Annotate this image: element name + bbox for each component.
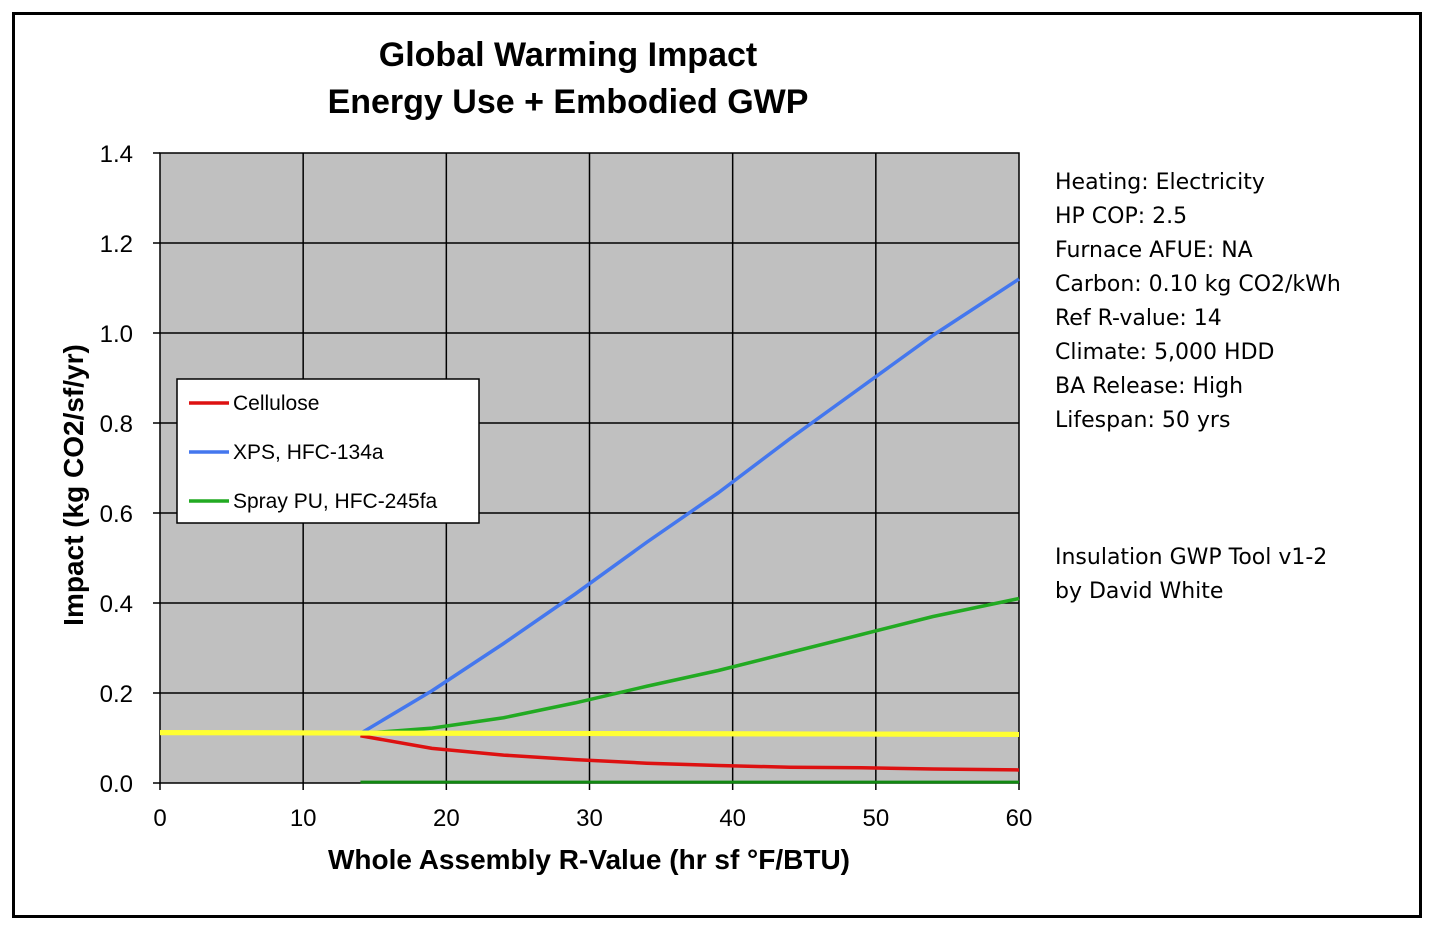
y-tick-label: 1.2	[100, 231, 133, 258]
parameter-note: Lifespan: 50 yrs	[1055, 408, 1231, 433]
x-tick-label: 60	[1006, 805, 1033, 832]
x-tick-label: 10	[290, 805, 317, 832]
tick-labels: 0 10 20 30 40 50 60 0.0 0.2 0.4 0.6 0.8 1.0 1.2 1.4	[100, 141, 1033, 832]
x-axis-title: Whole Assembly R-Value (hr sf °F/BTU)	[328, 844, 850, 875]
legend-label: Cellulose	[233, 392, 319, 415]
y-tick-label: 0.2	[100, 681, 133, 708]
y-tick-label: 1.0	[100, 321, 133, 348]
series-line-2	[359, 277, 1020, 736]
y-tick-label: 1.4	[100, 141, 133, 168]
credit-line: Insulation GWP Tool v1-2	[1055, 545, 1328, 570]
x-tick-label: 20	[433, 805, 460, 832]
parameter-note: Climate: 5,000 HDD	[1055, 340, 1275, 365]
gridlines	[153, 152, 1020, 790]
legend-label: Spray PU, HFC-245fa	[233, 490, 438, 513]
reference-line-top	[159, 730, 1020, 737]
parameter-note: Heating: Electricity	[1055, 170, 1265, 195]
x-tick-label: 0	[153, 805, 166, 832]
y-tick-label: 0.4	[100, 591, 133, 618]
x-tick-label: 30	[576, 805, 603, 832]
chart-title-line-1: Global Warming Impact	[379, 36, 757, 74]
y-tick-label: 0.6	[100, 501, 133, 528]
x-tick-label: 40	[719, 805, 746, 832]
y-axis-title: Impact (kg CO2/sf/yr)	[58, 344, 89, 626]
legend-label: XPS, HFC-134a	[233, 441, 384, 464]
parameter-note: BA Release: High	[1055, 374, 1244, 399]
series-line-1	[360, 734, 1020, 772]
x-tick-label: 50	[862, 805, 889, 832]
parameter-note: Furnace AFUE: NA	[1055, 238, 1253, 263]
y-tick-label: 0.8	[100, 411, 133, 438]
series-line-3	[360, 596, 1020, 736]
parameter-note: Ref R-value: 14	[1055, 306, 1222, 331]
data-series	[159, 277, 1020, 784]
parameter-note: Carbon: 0.10 kg CO2/kWh	[1055, 272, 1341, 297]
y-tick-label: 0.0	[100, 771, 133, 798]
legend: Cellulose XPS, HFC-134a Spray PU, HFC-245f…	[176, 378, 480, 524]
chart-title: Global Warming Impact Energy Use + Embod…	[328, 36, 809, 121]
chart-title-line-2: Energy Use + Embodied GWP	[328, 83, 809, 121]
tool-credits: Insulation GWP Tool v1-2 by David White	[1055, 541, 1425, 609]
credit-line: by David White	[1055, 579, 1224, 604]
parameter-notes: Heating: Electricity HP COP: 2.5 Furnace A…	[1055, 166, 1425, 438]
parameter-note: HP COP: 2.5	[1055, 204, 1188, 229]
